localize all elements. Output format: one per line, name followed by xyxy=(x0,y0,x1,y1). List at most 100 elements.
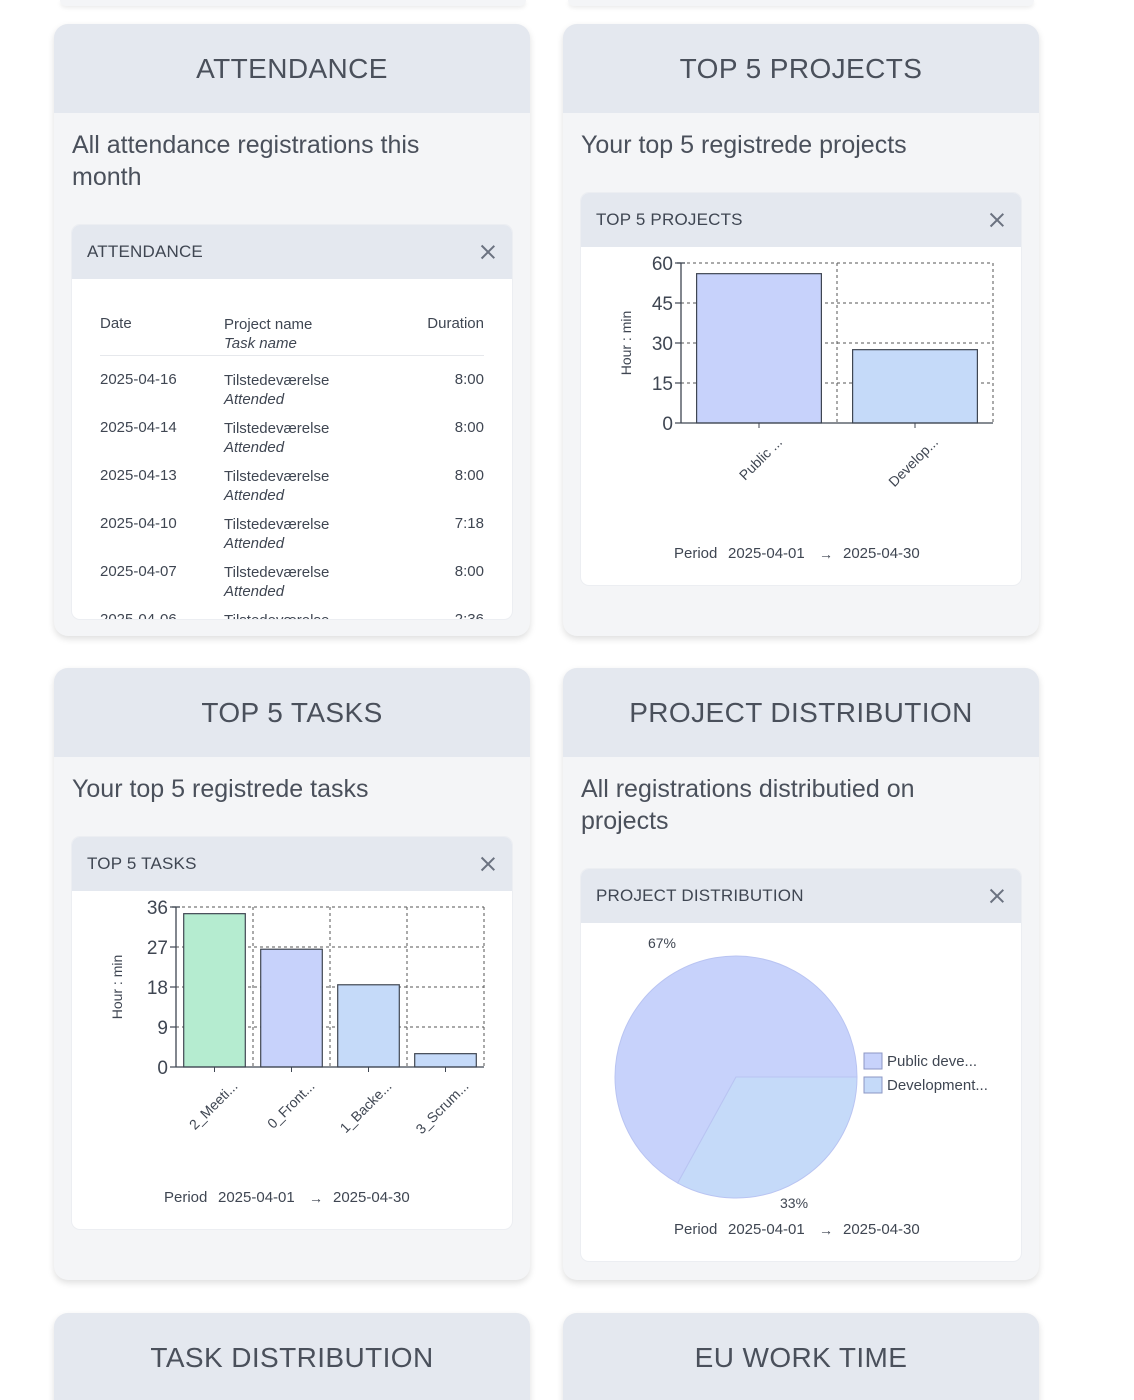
row-task-name: Attended xyxy=(224,391,285,408)
row-project-name: Tilstedeværelse xyxy=(224,420,330,437)
legend-label: Public deve... xyxy=(887,1053,977,1070)
attendance-card-title: ATTENDANCE xyxy=(54,24,530,113)
x-tick-label: 2_Meeti... xyxy=(186,1078,241,1133)
close-icon[interactable] xyxy=(989,212,1005,228)
pie-percent-label: 67% xyxy=(648,935,676,951)
attendance-widget-header: ATTENDANCE xyxy=(72,225,512,279)
table-row: 2025-04-14 Tilstedeværelse Attended 8:00 xyxy=(100,404,484,456)
row-duration: 8:00 xyxy=(454,563,484,580)
pie-slice xyxy=(614,955,858,1184)
header-project-name: Project name xyxy=(224,316,313,333)
attendance-widget: ATTENDANCE Date Project name Task name D… xyxy=(72,225,512,619)
row-date: 2025-04-14 xyxy=(100,419,177,436)
top-projects-widget-title: TOP 5 PROJECTS xyxy=(596,210,743,229)
row-duration: 7:18 xyxy=(454,515,484,532)
legend-swatch xyxy=(863,1052,883,1070)
x-tick-label: 1_Backe... xyxy=(337,1078,395,1136)
attendance-table: Date Project name Task name Duration 202… xyxy=(100,307,484,619)
table-row: 2025-04-06TilstedeværelseAttended2:36 xyxy=(100,596,484,619)
row-task-name: Attended xyxy=(224,487,285,504)
period-arrow: → xyxy=(309,1190,323,1206)
close-icon[interactable] xyxy=(480,244,496,260)
pie-slice xyxy=(677,1076,858,1199)
y-tick-label: 9 xyxy=(157,1018,168,1039)
close-icon[interactable] xyxy=(480,856,496,872)
top-projects-widget: TOP 5 PROJECTS Public ... Develop... 0 15 30… xyxy=(581,193,1021,585)
close-icon[interactable] xyxy=(989,888,1005,904)
y-tick-label: 27 xyxy=(147,938,168,959)
y-axis-label: Hour : min xyxy=(618,311,634,376)
task-distribution-card: TASK DISTRIBUTION xyxy=(54,1313,530,1400)
eu-work-time-card-title: EU WORK TIME xyxy=(563,1313,1039,1400)
row-duration: 2:36 xyxy=(404,611,484,619)
project-distribution-card: PROJECT DISTRIBUTION All registrations d… xyxy=(563,668,1039,1280)
bar xyxy=(260,948,323,1068)
bar xyxy=(337,984,400,1068)
period-label: Period xyxy=(164,1189,207,1206)
header-project: Project name Task name xyxy=(224,307,404,355)
legend-label: Development... xyxy=(887,1077,988,1094)
row-project: Tilstedeværelse Attended xyxy=(224,467,404,504)
y-tick-label: 0 xyxy=(157,1058,168,1079)
row-project-name: Tilstedeværelse xyxy=(224,468,330,485)
row-project: Tilstedeværelse Attended xyxy=(224,419,404,456)
table-row: 2025-04-10 Tilstedeværelse Attended 7:18 xyxy=(100,500,484,552)
y-tick-label: 0 xyxy=(662,414,673,435)
y-tick-label: 36 xyxy=(147,898,168,919)
project-distribution-card-description: All registrations distributied on projec… xyxy=(581,775,915,835)
bar xyxy=(852,349,979,424)
period-to: 2025-04-30 xyxy=(843,1221,920,1238)
period-to: 2025-04-30 xyxy=(333,1189,410,1206)
period-label: Period xyxy=(674,1221,717,1238)
y-tick-label: 60 xyxy=(652,254,673,275)
x-tick-label: 0_Front... xyxy=(264,1078,318,1132)
bar xyxy=(414,1053,477,1068)
period-arrow: → xyxy=(819,1222,833,1238)
row-project-name: Tilstedeværelse xyxy=(224,564,330,581)
top-tasks-widget-title: TOP 5 TASKS xyxy=(87,854,197,873)
period-arrow: → xyxy=(819,546,833,562)
row-duration: 8:00 xyxy=(454,419,484,436)
period-from: 2025-04-01 xyxy=(728,1221,805,1238)
y-axis-label: Hour : min xyxy=(109,955,125,1020)
attendance-widget-title: ATTENDANCE xyxy=(87,242,203,261)
pie-percent-label: 33% xyxy=(780,1195,808,1211)
header-duration: Duration xyxy=(427,315,484,332)
top-tasks-widget: TOP 5 TASKS 2_Meeti... 0_Front... 1_Backe.… xyxy=(72,837,512,1229)
bar xyxy=(183,913,246,1068)
row-task-name: Attended xyxy=(224,535,285,552)
row-task-name: Attended xyxy=(224,439,285,456)
row-date: 2025-04-07 xyxy=(100,563,177,580)
row-duration: 8:00 xyxy=(454,371,484,388)
period-from: 2025-04-01 xyxy=(728,545,805,562)
attendance-table-header: Date Project name Task name Duration xyxy=(100,307,484,356)
project-distribution-card-title: PROJECT DISTRIBUTION xyxy=(563,668,1039,757)
table-row: 2025-04-07 Tilstedeværelse Attended 8:00 xyxy=(100,548,484,600)
attendance-card-description: All attendance registrations this month xyxy=(72,131,420,191)
eu-work-time-card: EU WORK TIME xyxy=(563,1313,1039,1400)
header-task-name: Task name xyxy=(224,335,297,352)
row-project-name: Tilstedeværelse xyxy=(224,612,329,619)
period-to: 2025-04-30 xyxy=(843,545,920,562)
period-from: 2025-04-01 xyxy=(218,1189,295,1206)
header-date: Date xyxy=(100,315,132,332)
attendance-rows: 2025-04-16 Tilstedeværelse Attended 8:00 202… xyxy=(100,356,484,619)
y-tick-label: 18 xyxy=(147,978,168,999)
top-tasks-chart: 2_Meeti... 0_Front... 1_Backe... 3_Scrum...… xyxy=(109,898,485,1206)
y-tick-label: 30 xyxy=(652,334,673,355)
row-date: 2025-04-10 xyxy=(100,515,177,532)
attendance-card: ATTENDANCE All attendance registrations … xyxy=(54,24,530,636)
row-duration: 8:00 xyxy=(454,467,484,484)
bar xyxy=(695,273,823,424)
row-project: Tilstedeværelse Attended xyxy=(224,371,404,408)
top-tasks-widget-header: TOP 5 TASKS xyxy=(72,837,512,891)
top-projects-card: TOP 5 PROJECTS Your top 5 registrede pro… xyxy=(563,24,1039,636)
previous-card-bottom-left xyxy=(60,0,526,6)
legend-swatch xyxy=(863,1076,883,1094)
period-label: Period xyxy=(674,545,717,562)
attendance-table-container[interactable]: Date Project name Task name Duration 202… xyxy=(72,279,512,619)
row-project-name: Tilstedeværelse xyxy=(224,372,330,389)
